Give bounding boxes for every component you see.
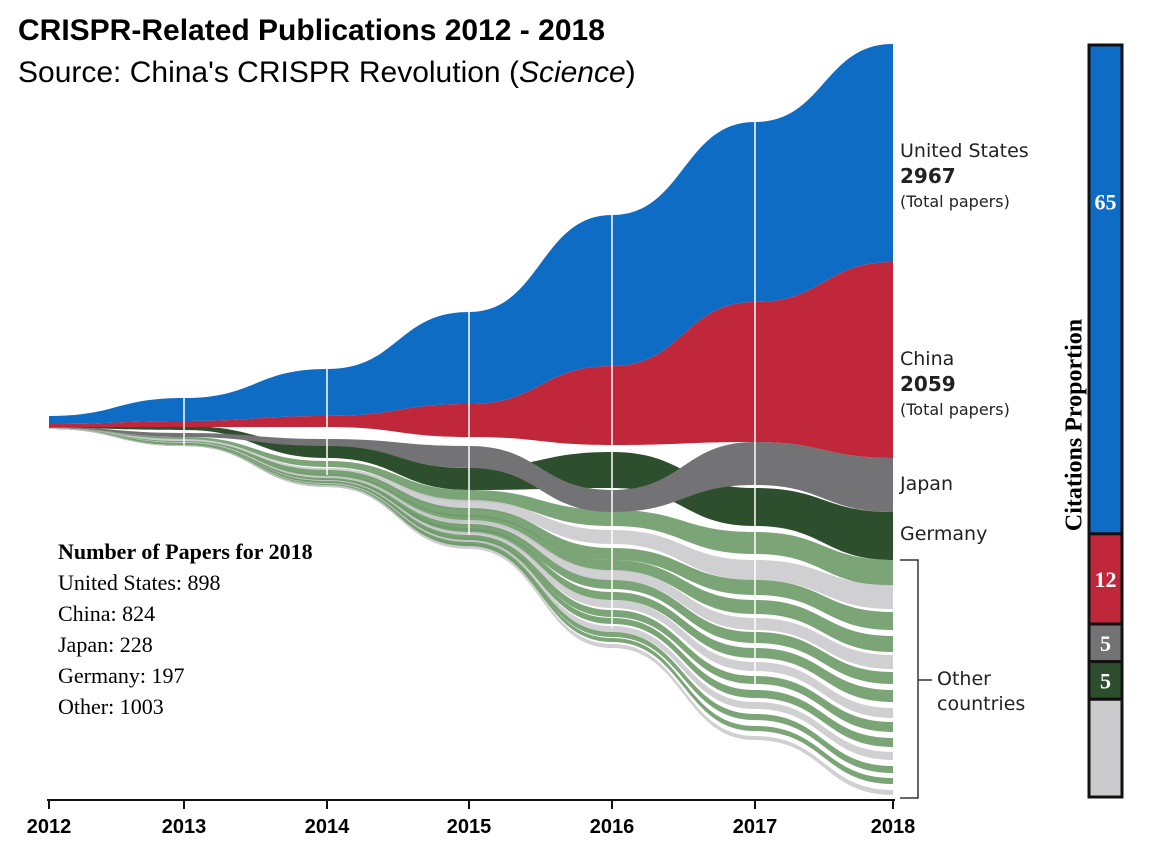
- subtitle-suffix: ): [625, 56, 636, 89]
- year-tick-2016: 2016: [589, 816, 635, 838]
- citation-segment: [1087, 532, 1124, 626]
- subtitle-prefix: Source: China's CRISPR Revolution (: [18, 56, 519, 89]
- year-tick-2012: 2012: [26, 816, 72, 838]
- citation-segment: [1087, 697, 1124, 799]
- x-axis: [47, 799, 895, 809]
- summary-line-other: Other: 1003: [58, 694, 164, 719]
- us-stream: [49, 44, 893, 424]
- us-note: (Total papers): [900, 192, 1010, 211]
- year-tick-2015: 2015: [446, 816, 492, 838]
- subtitle-journal: Science: [518, 56, 626, 89]
- germany-label: Germany: [900, 523, 988, 545]
- year-tick-2018: 2018: [870, 816, 916, 838]
- summary-line-japan: Japan: 228: [58, 632, 153, 657]
- china-note: (Total papers): [900, 400, 1010, 419]
- us-total: 2967: [900, 164, 956, 188]
- germany-stream: [49, 426, 893, 560]
- year-tick-2014: 2014: [304, 816, 350, 838]
- other-countries-label: Other countries: [937, 667, 1025, 717]
- other-label-line2: countries: [937, 693, 1026, 715]
- year-tick-2013: 2013: [161, 816, 207, 838]
- papers-2018-summary: Number of Papers for 2018 United States:…: [58, 536, 313, 722]
- other-countries-bracket: [900, 559, 932, 799]
- citation-segment-label: 65: [1095, 189, 1117, 214]
- summary-line-us: United States: 898: [58, 570, 221, 595]
- year-gridlines: [183, 122, 756, 690]
- citation-segment-label: 5: [1100, 631, 1111, 656]
- chart-title: CRISPR-Related Publications 2012 - 2018: [18, 14, 605, 47]
- citation-segment-label: 12: [1095, 567, 1117, 592]
- other-label-line1: Other: [937, 668, 991, 690]
- citation-segment-label: 5: [1100, 668, 1111, 693]
- chart-subtitle: Source: China's CRISPR Revolution (Scien…: [18, 56, 636, 90]
- citation-segment: [1087, 43, 1124, 536]
- year-tick-2017: 2017: [732, 816, 778, 838]
- summary-heading: Number of Papers for 2018: [58, 539, 313, 564]
- citations-proportion-bar: 65 12 5 5: [1087, 43, 1124, 799]
- japan-stream: [49, 427, 893, 512]
- citations-proportion-title: Citations Proportion: [1061, 318, 1088, 532]
- china-stream: [49, 262, 893, 458]
- us-label: United States 2967 (Total papers): [900, 139, 1029, 214]
- summary-line-china: China: 824: [58, 601, 156, 626]
- japan-label: Japan: [900, 473, 953, 495]
- us-name: United States: [900, 140, 1029, 162]
- summary-line-germany: Germany: 197: [58, 663, 185, 688]
- china-name: China: [900, 348, 955, 370]
- china-total: 2059: [900, 372, 956, 396]
- china-label: China 2059 (Total papers): [900, 347, 1010, 422]
